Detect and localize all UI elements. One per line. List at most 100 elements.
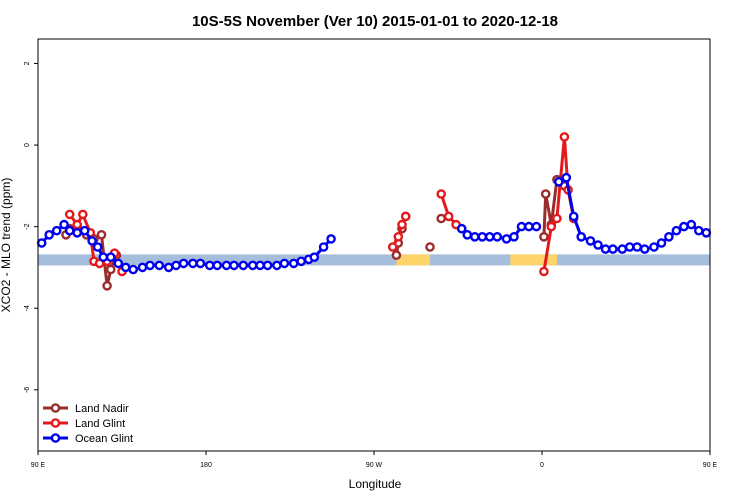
land-band-1 <box>510 254 557 266</box>
data-point <box>656 238 667 248</box>
data-point <box>64 209 75 220</box>
data-point <box>516 221 527 232</box>
data-point <box>96 229 107 240</box>
data-point <box>509 231 519 242</box>
data-point <box>188 258 198 269</box>
data-point <box>701 227 712 238</box>
data-point <box>204 260 215 271</box>
data-point <box>288 258 299 269</box>
data-point <box>326 234 336 244</box>
x-axis-label: Longitude <box>349 477 402 491</box>
data-point <box>531 221 542 232</box>
y-tick-label: 2 <box>24 61 31 65</box>
chart-title: 10S-5S November (Ver 10) 2015-01-01 to 2… <box>192 13 558 30</box>
ocean-band <box>38 254 710 266</box>
data-point <box>436 189 447 199</box>
data-point <box>397 219 407 230</box>
x-tick-label: 90 E <box>703 462 718 469</box>
plot-area <box>36 132 712 291</box>
data-point <box>559 132 570 142</box>
y-axis: -6 -4 -2 0 2 <box>24 61 38 393</box>
legend: Land Nadir Land Glint Ocean Glint <box>43 403 133 445</box>
series-1 <box>64 132 579 277</box>
data-point <box>694 225 704 236</box>
data-point <box>400 211 411 222</box>
land-band-0 <box>396 254 430 266</box>
data-point <box>387 242 398 252</box>
data-point <box>632 242 643 252</box>
plot-frame <box>37 38 711 452</box>
data-point <box>539 266 549 277</box>
data-point <box>546 221 557 232</box>
data-point <box>102 280 112 291</box>
data-point <box>477 231 488 242</box>
data-point <box>585 236 596 246</box>
data-point <box>436 213 447 224</box>
data-point <box>247 260 258 271</box>
data-point <box>120 262 131 273</box>
data-point <box>64 225 75 236</box>
data-point <box>145 260 155 271</box>
data-point <box>425 242 435 252</box>
data-point <box>501 234 512 244</box>
data-point <box>262 260 273 271</box>
data-point <box>279 258 290 269</box>
data-point <box>462 229 473 240</box>
data-point <box>59 219 69 230</box>
data-point <box>87 236 97 246</box>
data-point <box>561 172 572 183</box>
series-2 <box>36 172 712 275</box>
data-point <box>524 221 534 232</box>
data-point <box>195 258 206 269</box>
data-point <box>608 244 618 254</box>
data-point <box>664 231 674 242</box>
data-point <box>671 225 682 236</box>
legend-label: Ocean Glint <box>75 433 133 445</box>
data-point <box>78 209 88 220</box>
data-point <box>51 225 62 236</box>
data-point <box>255 260 265 271</box>
data-point <box>679 221 689 232</box>
data-point <box>593 240 603 250</box>
legend-marker <box>50 433 61 443</box>
legend-marker <box>50 403 61 413</box>
x-tick-label: 180 <box>200 462 212 469</box>
data-point <box>540 189 551 199</box>
data-point <box>44 229 55 240</box>
data-point <box>178 258 189 269</box>
data-point <box>484 231 495 242</box>
x-tick-label: 90 E <box>31 462 46 469</box>
legend-label: Land Glint <box>75 418 125 430</box>
data-point <box>106 252 116 263</box>
data-point <box>393 231 404 242</box>
data-point <box>554 176 564 187</box>
data-point <box>456 223 467 234</box>
data-point <box>617 244 628 254</box>
data-point <box>600 244 611 254</box>
x-tick-label: 0 <box>540 462 544 469</box>
data-point <box>72 219 82 230</box>
data-point <box>296 256 307 267</box>
y-tick-label: -4 <box>24 305 31 311</box>
data-point <box>539 231 549 242</box>
data-point <box>686 219 697 230</box>
map-band <box>38 254 710 266</box>
data-point <box>221 260 232 271</box>
data-point <box>649 242 659 252</box>
data-point <box>36 238 47 248</box>
data-point <box>137 262 148 273</box>
data-point <box>154 260 165 271</box>
data-point <box>492 231 503 242</box>
data-point <box>113 258 124 269</box>
data-point <box>171 260 181 271</box>
data-point <box>568 211 579 222</box>
data-point <box>552 213 562 224</box>
y-tick-label: -2 <box>24 223 31 229</box>
data-point <box>106 264 116 275</box>
data-point <box>163 262 174 273</box>
data-point <box>624 242 635 252</box>
data-point <box>309 252 320 263</box>
data-point <box>639 244 650 254</box>
data-point <box>391 250 402 260</box>
